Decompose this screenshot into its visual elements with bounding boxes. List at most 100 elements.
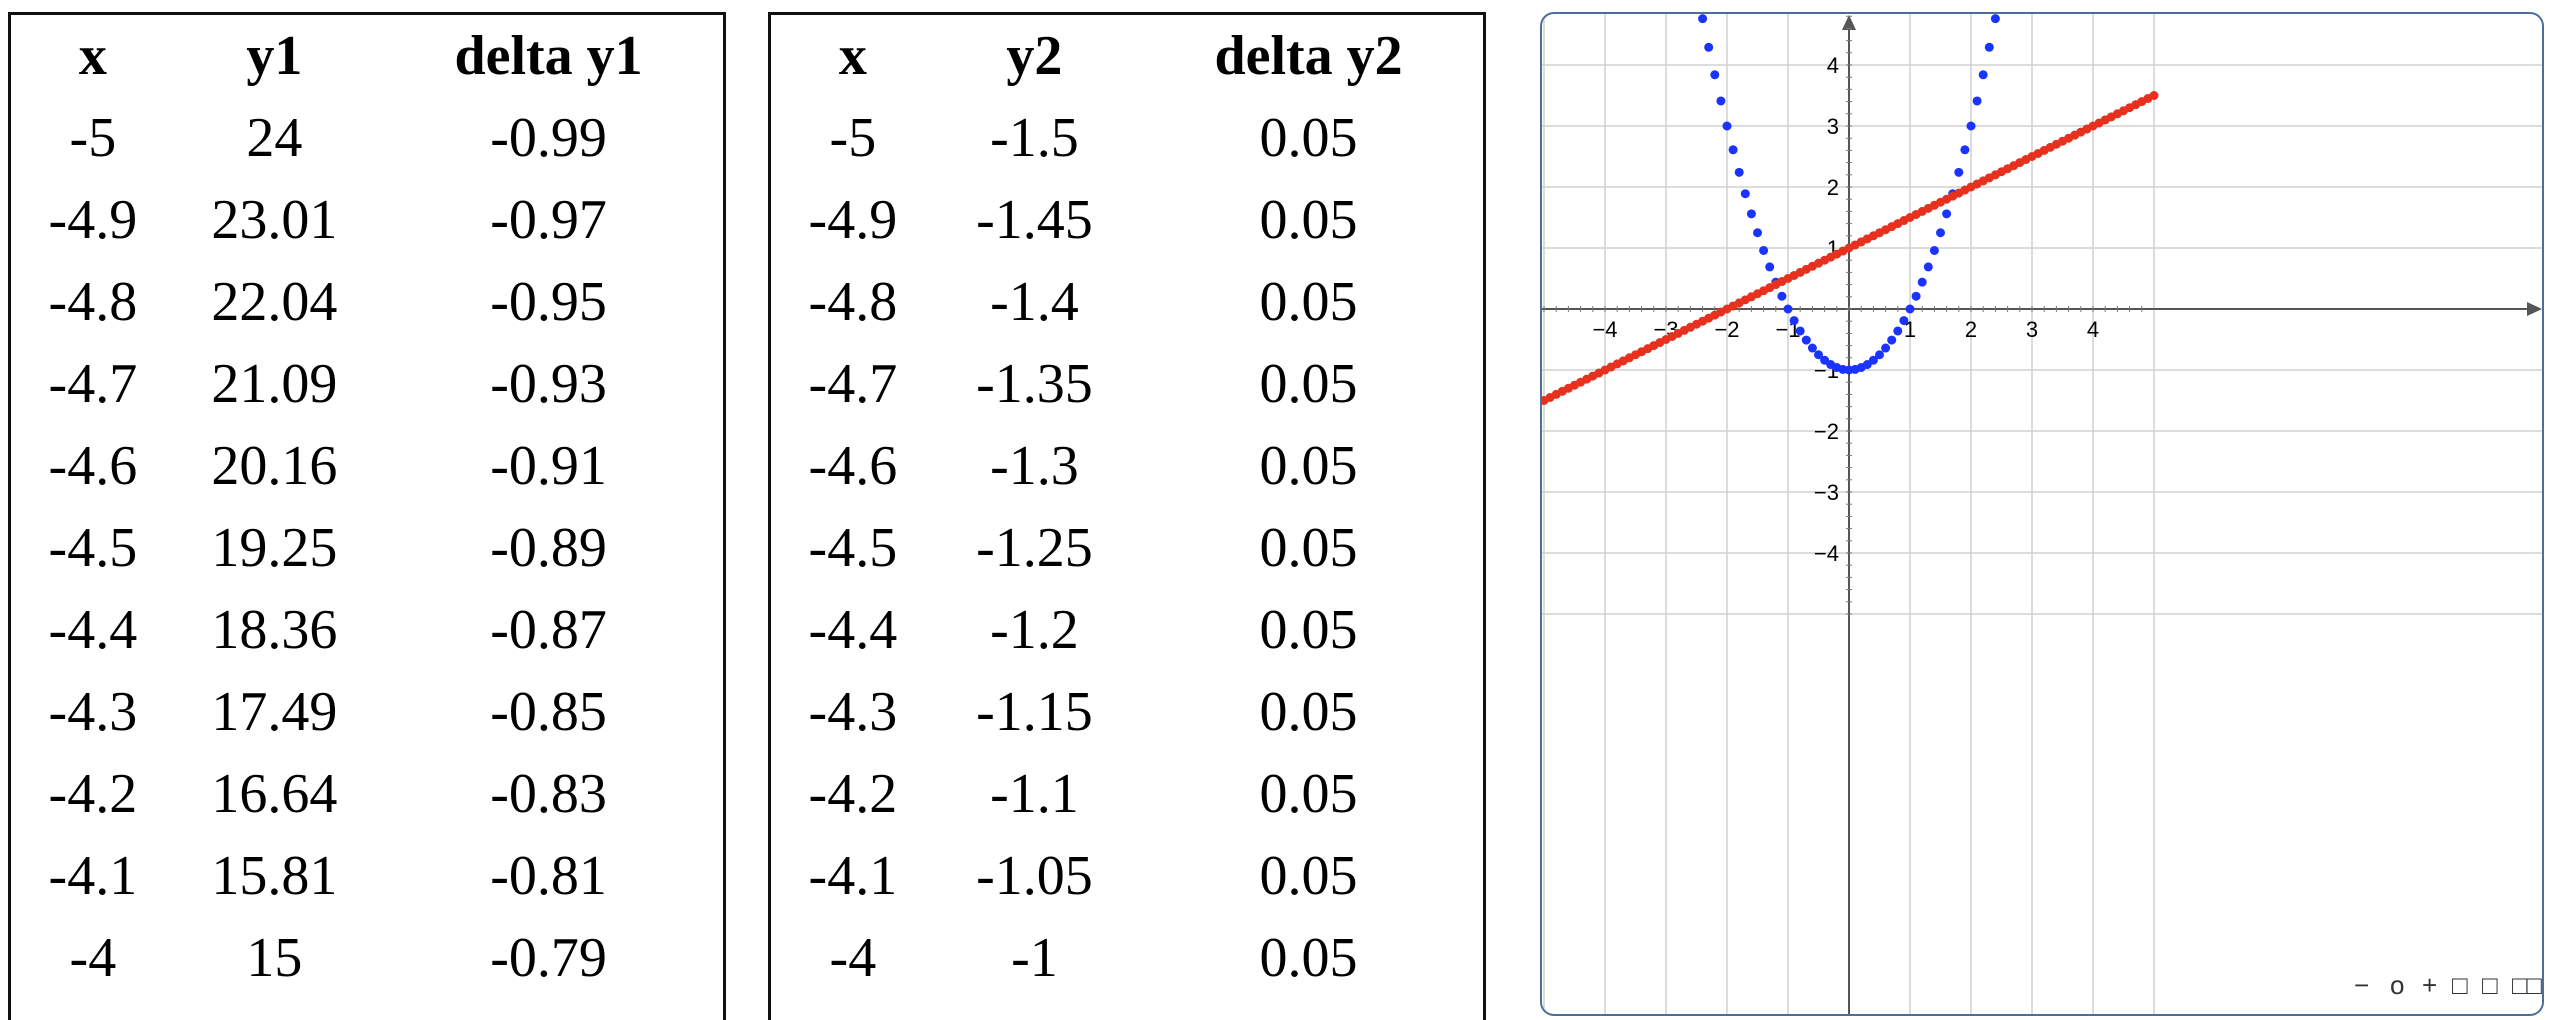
table-row: -4.3 17.49 -0.85 xyxy=(11,671,723,753)
table-cell: -1.15 xyxy=(976,681,1093,743)
table-cell: -0.93 xyxy=(490,353,607,415)
table-row: -4.5 -1.25 0.05 xyxy=(771,507,1483,589)
y-tick-label: −3 xyxy=(1814,480,1839,505)
table-cell: -4.3 xyxy=(48,681,138,743)
axes xyxy=(1542,15,2542,1014)
table-row: -4 15 -0.79 xyxy=(11,917,723,999)
table-cell: -0.89 xyxy=(490,517,607,579)
table-cell: -1.45 xyxy=(976,189,1093,251)
column-header: x xyxy=(78,25,107,87)
table-panel-2: x y2 delta y2 -5 -1.5 0.05 -4.9 -1.45 0.05 -4.… xyxy=(768,12,1486,1020)
table-cell: -4.2 xyxy=(808,763,898,825)
table-cell: 0.05 xyxy=(1259,107,1358,169)
zoom-out-button[interactable]: − xyxy=(2354,970,2369,1000)
table-cell: -4 xyxy=(829,927,877,989)
table-row: -4.6 20.16 -0.91 xyxy=(11,425,723,507)
view-option-button[interactable]: □ xyxy=(2452,970,2468,1000)
table-cell: -1.05 xyxy=(976,845,1093,907)
table-cell: -0.87 xyxy=(490,599,607,661)
table-cell: 15.81 xyxy=(211,845,338,907)
zoom-in-button[interactable]: + xyxy=(2422,970,2437,1000)
table-row: -4.9 -1.45 0.05 xyxy=(771,179,1483,261)
table-cell: -1.4 xyxy=(990,271,1079,333)
table-row: -4.2 16.64 -0.83 xyxy=(11,753,723,835)
data-table-2: x y2 delta y2 -5 -1.5 0.05 -4.9 -1.45 0.05 -4.… xyxy=(771,15,1483,999)
graph-panel[interactable]: −4 −3 −2 −1 1 2 3 4 4 3 2 1 −1 −2 −3 −4 − o + □ □ □ □ xyxy=(1540,12,2544,1016)
column-header: delta y2 xyxy=(1214,25,1403,87)
table-cell: 18.36 xyxy=(211,599,338,661)
data-point-series-1 xyxy=(1984,42,1994,52)
table-cell: -0.85 xyxy=(490,681,607,743)
table-row: -4.5 19.25 -0.89 xyxy=(11,507,723,589)
view-option-button[interactable]: □ xyxy=(2482,970,2498,1000)
data-point-series-1 xyxy=(1765,262,1775,272)
table-panel-1: x y1 delta y1 -5 24 -0.99 -4.9 23.01 -0.97 -4.… xyxy=(8,12,726,1020)
table-cell: 0.05 xyxy=(1259,927,1358,989)
table-cell: 24 xyxy=(246,107,303,169)
table-cell: -0.83 xyxy=(490,763,607,825)
table-row: -4.9 23.01 -0.97 xyxy=(11,179,723,261)
zoom-controls[interactable]: − o + □ □ □ □ xyxy=(2354,970,2542,1000)
table-cell: 23.01 xyxy=(211,189,338,251)
table-row: -4.7 -1.35 0.05 xyxy=(771,343,1483,425)
zoom-reset-button[interactable]: o xyxy=(2390,970,2404,1000)
table-cell: 0.05 xyxy=(1259,271,1358,333)
table-cell: -1.1 xyxy=(990,763,1079,825)
column-header: x xyxy=(838,25,867,87)
table-cell: -4.1 xyxy=(808,845,898,907)
table-cell: -4.3 xyxy=(808,681,898,743)
data-point-series-1 xyxy=(1929,245,1939,255)
table-cell: -4.2 xyxy=(48,763,138,825)
table-cell: -0.79 xyxy=(490,927,607,989)
table-cell: -4.5 xyxy=(48,517,138,579)
table-cell: -1.25 xyxy=(976,517,1093,579)
table-cell: -4.4 xyxy=(48,599,138,661)
data-point-series-1 xyxy=(1722,121,1732,131)
table-cell: 21.09 xyxy=(211,353,338,415)
data-point-series-1 xyxy=(1936,228,1945,238)
table-row: -4.1 -1.05 0.05 xyxy=(771,835,1483,917)
table-cell: -4.8 xyxy=(808,271,898,333)
table-cell: 0.05 xyxy=(1259,353,1358,415)
data-point-series-1 xyxy=(1734,167,1744,177)
data-point-series-1 xyxy=(1954,167,1964,177)
view-option-button[interactable]: □ xyxy=(2512,970,2528,1000)
y-tick-label: 2 xyxy=(1827,175,1839,200)
table-cell: 20.16 xyxy=(211,435,338,497)
table-cell: 0.05 xyxy=(1259,763,1358,825)
table-cell: 0.05 xyxy=(1259,681,1358,743)
data-point-series-1 xyxy=(1777,291,1787,301)
table-cell: -0.99 xyxy=(490,107,607,169)
data-point-series-1 xyxy=(1875,350,1884,360)
table-cell: -4.9 xyxy=(48,189,138,251)
table-cell: -4.4 xyxy=(808,599,898,661)
table-cell: 19.25 xyxy=(211,517,338,579)
data-point-series-1 xyxy=(1893,326,1903,336)
x-tick-label: 4 xyxy=(2087,317,2099,342)
data-point-series-2 xyxy=(2149,91,2159,100)
table-row: -4.2 -1.1 0.05 xyxy=(771,753,1483,835)
table-header-row: x y2 delta y2 xyxy=(771,15,1483,97)
data-point-series-1 xyxy=(1814,350,1823,360)
table-cell: -4.1 xyxy=(48,845,138,907)
table-cell: 16.64 xyxy=(211,763,338,825)
data-point-series-1 xyxy=(1972,96,1982,106)
y-tick-label: −4 xyxy=(1814,541,1839,566)
x-tick-label: 2 xyxy=(1965,317,1977,342)
table-row: -4.7 21.09 -0.93 xyxy=(11,343,723,425)
x-tick-label: −4 xyxy=(1592,317,1617,342)
data-point-series-1 xyxy=(1759,245,1769,255)
view-option-button[interactable]: □ xyxy=(2526,970,2542,1000)
data-point-series-1 xyxy=(1966,121,1976,131)
table-row: -5 -1.5 0.05 xyxy=(771,97,1483,179)
table-cell: -1.35 xyxy=(976,353,1093,415)
data-point-series-1 xyxy=(1746,209,1756,219)
table-cell: -0.95 xyxy=(490,271,607,333)
data-point-series-1 xyxy=(1881,343,1891,353)
x-tick-label: −2 xyxy=(1714,317,1739,342)
table-row: -4 -1 0.05 xyxy=(771,917,1483,999)
data-point-series-1 xyxy=(1960,145,1970,155)
column-header: y2 xyxy=(1006,25,1063,87)
data-points xyxy=(1542,14,2159,405)
